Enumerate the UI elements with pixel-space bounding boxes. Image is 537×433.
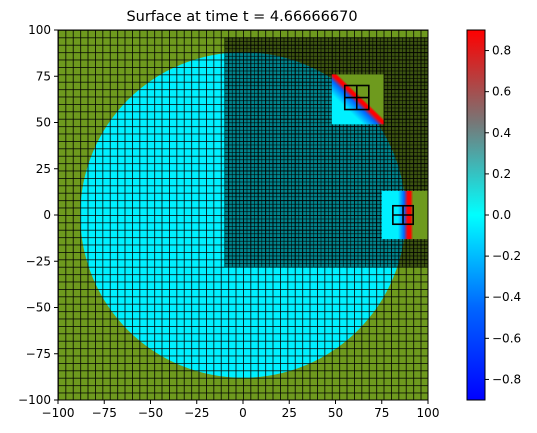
colorbar-tick-label: 0.2 — [492, 167, 511, 181]
y-tick-label: 25 — [36, 162, 51, 176]
colorbar-tick-label: −0.6 — [492, 331, 521, 345]
chart-title: Surface at time t = 4.66666670 — [126, 9, 357, 25]
colorbar-tick-label: 0.4 — [492, 126, 511, 140]
colorbar-tick-label: −0.2 — [492, 249, 521, 263]
colorbar-tick-label: 0.0 — [492, 208, 511, 222]
y-axis: −100 −75 −50 −25 0 25 50 75 100 — [18, 23, 58, 407]
x-tick-label: −75 — [92, 406, 117, 420]
x-axis: −100 −75 −50 −25 0 25 50 75 100 — [42, 400, 440, 420]
grid-box-2 — [392, 204, 415, 226]
y-tick-label: −25 — [26, 254, 51, 268]
colorbar-axis: −0.8 −0.6 −0.4 −0.2 0.0 0.2 0.4 0.6 0.8 — [485, 44, 521, 386]
x-tick-label: 75 — [374, 406, 389, 420]
y-tick-label: 100 — [28, 23, 51, 37]
fine-patch-1 — [331, 74, 384, 125]
x-tick-label: 50 — [328, 406, 343, 420]
colorbar-tick-label: 0.6 — [492, 85, 511, 99]
plot-area — [58, 30, 428, 400]
y-tick-label: −75 — [26, 347, 51, 361]
colorbar — [466, 29, 486, 401]
y-tick-label: 75 — [36, 69, 51, 83]
x-tick-label: 100 — [417, 406, 440, 420]
y-tick-label: −100 — [18, 393, 51, 407]
x-tick-label: 0 — [239, 406, 247, 420]
colorbar-tick-label: 0.8 — [492, 44, 511, 58]
x-tick-label: 25 — [282, 406, 297, 420]
colorbar-tick-label: −0.4 — [492, 290, 521, 304]
x-tick-label: −100 — [42, 406, 75, 420]
y-tick-label: −50 — [26, 301, 51, 315]
colorbar-tick-label: −0.8 — [492, 372, 521, 386]
y-tick-label: 0 — [43, 208, 51, 222]
x-tick-label: −50 — [138, 406, 163, 420]
x-tick-label: −25 — [184, 406, 209, 420]
grid-box-1 — [343, 84, 370, 111]
y-tick-label: 50 — [36, 116, 51, 130]
